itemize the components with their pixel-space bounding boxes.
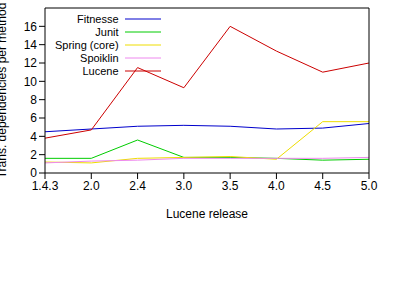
svg-text:16: 16 — [24, 20, 38, 34]
html-text:Fitnesse: Fitnesse — [77, 12, 119, 25]
svg-text:10: 10 — [24, 75, 38, 89]
html-text:Lucene: Lucene — [82, 64, 119, 77]
svg-text:4.0: 4.0 — [268, 179, 285, 193]
svg-text:5.0: 5.0 — [361, 179, 378, 193]
svg-text:2.4: 2.4 — [129, 179, 146, 193]
svg-text:2.0: 2.0 — [83, 179, 100, 193]
svg-text:12: 12 — [24, 56, 38, 70]
html-text:Junit: Junit — [95, 25, 119, 38]
svg-text:14: 14 — [24, 38, 38, 52]
svg-text:3.5: 3.5 — [222, 179, 239, 193]
svg-text:2: 2 — [30, 148, 37, 162]
html-text:Spoiklin: Spoiklin — [80, 51, 119, 64]
svg-text:1.4.3: 1.4.3 — [32, 179, 59, 193]
svg-text:0: 0 — [30, 166, 37, 180]
html-text:Spring (core): Spring (core) — [55, 38, 119, 51]
svg-text:4: 4 — [30, 130, 37, 144]
svg-text:Trans. dependencies per method: Trans. dependencies per method — [8, 3, 9, 179]
svg-text:3.0: 3.0 — [176, 179, 193, 193]
svg-text:4.5: 4.5 — [314, 179, 331, 193]
svg-text:6: 6 — [30, 111, 37, 125]
svg-text:8: 8 — [30, 93, 37, 107]
svg-text:Lucene release: Lucene release — [166, 207, 248, 221]
